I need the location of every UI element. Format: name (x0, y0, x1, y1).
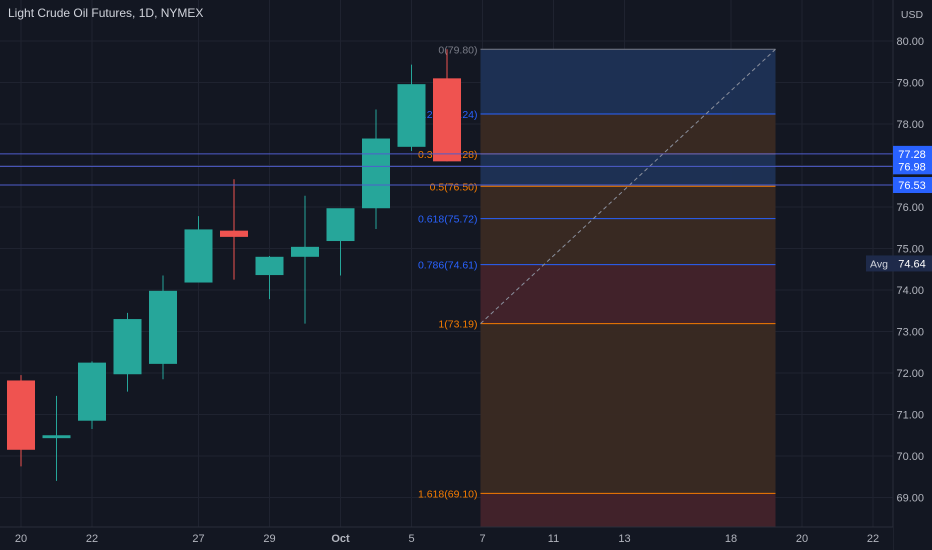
candle (433, 49, 461, 162)
candle (113, 312, 142, 392)
fib-band (480, 218, 776, 265)
time-tick-label: 22 (86, 533, 98, 545)
time-tick-label: 27 (192, 533, 204, 545)
price-tick-label: 80.00 (896, 36, 924, 48)
price-tick-label: 73.00 (896, 327, 924, 339)
time-tick-label: 7 (479, 533, 485, 545)
candle (255, 255, 284, 300)
candle-body (7, 380, 35, 450)
price-badge (893, 158, 932, 175)
candle-body (326, 208, 355, 242)
chart-title: Light Crude Oil Futures, 1D, NYMEX (8, 6, 204, 20)
price-tick-label: 70.00 (896, 451, 924, 463)
price-tick-label: 74.00 (896, 285, 924, 297)
price-badge-label: 76.53 (898, 180, 926, 192)
candle (326, 208, 355, 276)
avg-tag-label: Avg (870, 258, 888, 270)
avg-badge-value: 74.64 (898, 258, 926, 270)
price-tick-label: 75.00 (896, 244, 924, 256)
time-tick-label: 5 (408, 533, 414, 545)
time-axis: 20 22 27 29 Oct 5 7 11 13 18 20 22 (0, 526, 893, 550)
currency-label: USD (901, 9, 924, 21)
candle-body (149, 290, 177, 364)
time-tick-label: 29 (263, 533, 275, 545)
fib-level-label: 1.618(69.10) (418, 488, 478, 500)
avg-badge (893, 255, 932, 272)
fib-band (480, 264, 776, 324)
fib-level-label: 0.618(75.72) (418, 214, 478, 226)
candle (362, 109, 390, 229)
candle-body (362, 138, 390, 209)
price-axis: 69.00 70.00 71.00 72.00 73.00 74.00 75.00 76.00… (892, 0, 932, 550)
price-axis-bg (893, 0, 932, 550)
candle (184, 216, 213, 283)
candles (7, 49, 461, 481)
candle (397, 64, 426, 151)
time-axis-bg (0, 527, 893, 550)
candle-body (78, 362, 106, 421)
price-tick-label: 79.00 (896, 78, 924, 90)
price-tick-label: 71.00 (896, 410, 924, 422)
price-tick-label: 72.00 (896, 368, 924, 380)
candle-body (113, 319, 142, 375)
candle-body (433, 78, 461, 162)
candle-body (397, 84, 426, 147)
candle (7, 375, 35, 467)
time-tick-label: 11 (548, 533, 559, 545)
candle (149, 275, 177, 380)
candle-body (220, 230, 248, 237)
fib-band (480, 49, 776, 115)
price-badge (893, 145, 932, 162)
time-tick-label: 22 (867, 533, 879, 545)
fib-retracement: 0(79.80)0.236(78.24)0.382(77.28)0.5(76.5… (418, 44, 776, 527)
time-tick-label: 20 (796, 533, 808, 545)
price-tick-label: 76.00 (896, 202, 924, 214)
candle-body (255, 256, 284, 276)
candle-body (184, 229, 213, 283)
price-tick-label: 78.00 (896, 119, 924, 131)
fib-band (480, 114, 776, 154)
time-tick-label: Oct (331, 533, 350, 545)
fib-level-label: 1(73.19) (438, 319, 477, 331)
fib-level-label: 0.786(74.61) (418, 260, 478, 272)
avg-tag (866, 255, 893, 272)
candle (42, 395, 71, 481)
price-badge-label: 77.28 (898, 149, 926, 161)
price-tick-label: 69.00 (896, 493, 924, 505)
candle-body (42, 435, 71, 439)
candle-body (291, 246, 319, 257)
price-badge-label: 76.98 (898, 161, 926, 173)
fib-level-label: 0.5(76.50) (430, 181, 478, 193)
fib-band (480, 323, 776, 494)
candle (78, 361, 106, 430)
fib-level-label: 0(79.80) (438, 44, 477, 56)
candle (220, 179, 248, 280)
fib-band (480, 493, 776, 527)
fib-band (480, 186, 776, 219)
fib-band (480, 153, 776, 187)
horizontal-lines (0, 153, 893, 186)
time-tick-label: 20 (15, 533, 27, 545)
time-tick-label: 18 (725, 533, 737, 545)
candle (291, 195, 319, 324)
time-tick-label: 13 (618, 533, 630, 545)
price-badge (893, 177, 932, 194)
